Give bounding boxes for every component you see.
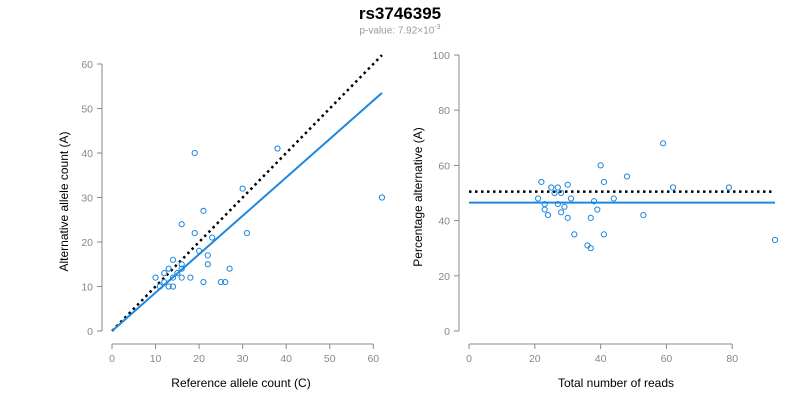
left-data-point (165, 265, 172, 272)
left-x-tick-label: 40 (280, 353, 292, 365)
right-data-point (584, 242, 591, 249)
right-data-point (538, 178, 545, 186)
right-data-point (564, 181, 571, 188)
right-data-point (600, 178, 608, 186)
right-data-point (541, 206, 548, 213)
left-data-point (178, 221, 185, 228)
left-data-point (169, 274, 177, 281)
left-y-tick-label: 50 (81, 104, 93, 116)
left-data-point (195, 247, 203, 254)
right-y-tick-label: 40 (438, 216, 450, 228)
left-x-tick-label: 10 (150, 353, 162, 365)
right-data-point (600, 231, 608, 238)
left-data-point (165, 283, 172, 290)
right-y-tick-label: 0 (444, 326, 450, 338)
right-data-point (771, 236, 779, 244)
right-data-point (558, 189, 565, 197)
left-fit-line (111, 92, 383, 332)
right-data-point (597, 162, 604, 169)
right-data-point (725, 184, 733, 191)
right-data-point (554, 200, 561, 208)
right-x-tick-label: 80 (726, 353, 738, 365)
left-scatter-panel: 0 10 20 30 40 50 60 0 10 20 30 40 50 60 Reference alle… (57, 54, 386, 390)
p-value-exponent: -3 (434, 24, 441, 31)
right-x-tick-label: 40 (595, 353, 607, 365)
right-data-point (594, 206, 601, 213)
left-data-point (178, 261, 185, 268)
left-data-point (191, 149, 198, 157)
left-data-point (204, 252, 211, 259)
left-data-point (239, 185, 246, 192)
left-data-point (161, 278, 168, 286)
left-x-tick-label: 50 (324, 353, 336, 365)
left-data-point (200, 207, 207, 214)
right-data-point (561, 203, 568, 210)
left-y-tick-label: 60 (81, 59, 93, 71)
left-x-tick-label: 20 (193, 353, 205, 365)
right-data-point (587, 245, 594, 252)
chart-title: rs3746395 (358, 4, 442, 23)
right-data-point (544, 211, 552, 219)
right-data-point (590, 198, 598, 205)
left-data-point (243, 230, 251, 237)
right-data-point (554, 184, 561, 191)
left-x-tick-label: 30 (237, 353, 249, 365)
right-data-point (567, 195, 575, 202)
right-data-point (571, 231, 578, 238)
left-data-point (187, 274, 194, 281)
chart-subtitle: p-value: 7.92×10-3 (0, 24, 800, 36)
right-data-point (660, 140, 667, 147)
right-data-point (587, 214, 594, 221)
right-data-point (558, 209, 565, 216)
right-data-point (548, 184, 555, 191)
left-data-point (152, 274, 159, 281)
right-data-point (564, 214, 571, 221)
right-y-tick-label: 20 (438, 271, 450, 283)
left-data-point (217, 278, 224, 286)
right-data-point (534, 195, 542, 202)
left-y-tick-label: 40 (81, 148, 93, 160)
left-data-point (174, 270, 181, 277)
left-data-point (161, 270, 168, 277)
right-x-tick-label: 60 (661, 353, 673, 365)
left-data-point (222, 278, 229, 286)
right-y-tick-label: 80 (438, 105, 450, 117)
left-y-tick-label: 20 (81, 237, 93, 249)
right-data-point (610, 195, 617, 202)
left-x-tick-label: 60 (367, 353, 379, 365)
left-data-point (378, 194, 386, 201)
left-x-tick-label: 0 (109, 353, 115, 365)
left-reference-line (111, 54, 383, 332)
right-data-point (551, 189, 558, 197)
left-data-point (200, 278, 207, 286)
right-y-axis-title: Percentage alternative (A) (411, 127, 425, 266)
left-y-axis-title: Alternative allele count (A) (57, 131, 71, 271)
left-data-point (209, 234, 216, 241)
left-y-tick-label: 0 (87, 326, 93, 338)
right-y-tick-label: 100 (432, 50, 450, 62)
right-x-tick-label: 20 (529, 353, 541, 365)
left-data-point (204, 261, 211, 268)
right-data-point (623, 173, 631, 180)
right-y-tick-label: 60 (438, 160, 450, 172)
left-data-point (169, 283, 177, 290)
left-y-tick-label: 30 (81, 193, 93, 205)
left-data-point (274, 145, 281, 152)
right-x-axis-title: Total number of reads (558, 376, 674, 390)
left-data-point (226, 265, 233, 272)
left-data-point (191, 230, 198, 237)
left-data-point (178, 265, 185, 272)
right-x-tick-label: 0 (466, 353, 472, 365)
left-y-tick-label: 10 (81, 282, 93, 294)
right-data-point (640, 211, 647, 219)
left-data-point (169, 256, 177, 263)
left-data-point (156, 283, 164, 290)
left-data-point (178, 274, 185, 281)
right-scatter-panel: 0 20 40 60 80 0 20 40 60 80 100 Total number of rea… (411, 50, 779, 390)
p-value-text: p-value: 7.92×10 (359, 25, 435, 37)
right-data-point (669, 184, 677, 191)
left-x-axis-title: Reference allele count (C) (171, 376, 310, 390)
